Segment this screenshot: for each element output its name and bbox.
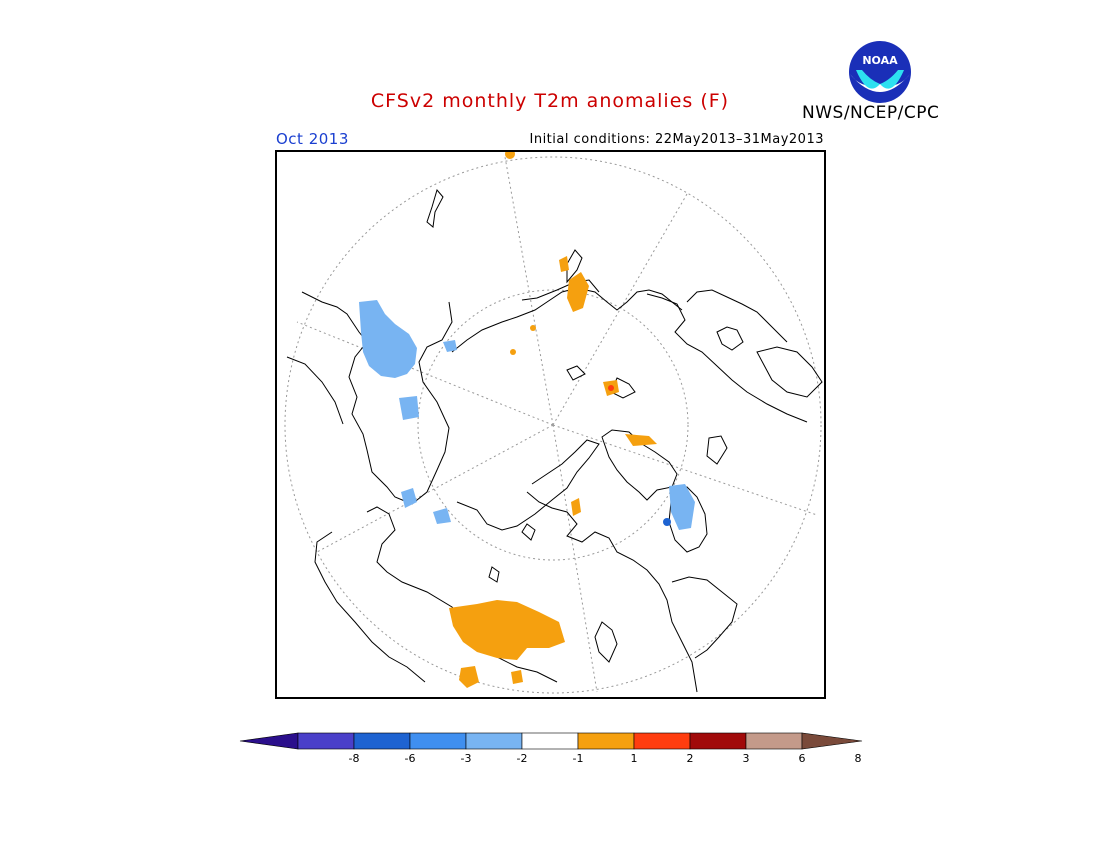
colorbar-tick-label: -8 bbox=[348, 752, 360, 765]
colorbar-swatch bbox=[521, 732, 579, 750]
coastlines bbox=[286, 188, 823, 693]
colorbar-swatch bbox=[633, 732, 691, 750]
map-title: CFSv2 monthly T2m anomalies (F) bbox=[370, 90, 730, 112]
forecast-month: Oct 2013 bbox=[276, 130, 349, 148]
colorbar-tick-label: -2 bbox=[516, 752, 528, 765]
colorbar-tick-label: 3 bbox=[742, 752, 750, 765]
colorbar-swatch bbox=[689, 732, 747, 750]
cold-anomaly-regions bbox=[359, 300, 695, 530]
colorbar: -8 -6 -3 -2 -1 1 2 3 6 8 bbox=[238, 730, 864, 770]
logo-text: NOAA bbox=[862, 54, 898, 67]
colorbar-swatch bbox=[577, 732, 635, 750]
colorbar-swatches bbox=[239, 732, 863, 750]
colorbar-swatch bbox=[745, 732, 803, 750]
colorbar-right-arrow bbox=[801, 732, 863, 750]
colorbar-tick-label: -3 bbox=[460, 752, 472, 765]
polar-map-panel bbox=[275, 150, 826, 699]
colorbar-tick-label: 2 bbox=[686, 752, 694, 765]
warm-anomaly-regions bbox=[449, 152, 657, 688]
graticule bbox=[284, 156, 822, 694]
colorbar-swatch bbox=[409, 732, 467, 750]
colorbar-tick-label: -1 bbox=[572, 752, 584, 765]
noaa-logo: NOAA bbox=[848, 40, 912, 104]
colorbar-tick-label: 8 bbox=[854, 752, 862, 765]
agency-label: NWS/NCEP/CPC bbox=[802, 103, 940, 123]
colorbar-tick-label: 6 bbox=[798, 752, 806, 765]
colorbar-swatch bbox=[353, 732, 411, 750]
colorbar-tick-label: 1 bbox=[630, 752, 638, 765]
initial-conditions: Initial conditions: 22May2013–31May2013 bbox=[529, 132, 824, 147]
colorbar-swatch bbox=[465, 732, 523, 750]
colorbar-left-arrow bbox=[239, 732, 299, 750]
colorbar-swatch bbox=[297, 732, 355, 750]
colorbar-tick-label: -6 bbox=[404, 752, 416, 765]
